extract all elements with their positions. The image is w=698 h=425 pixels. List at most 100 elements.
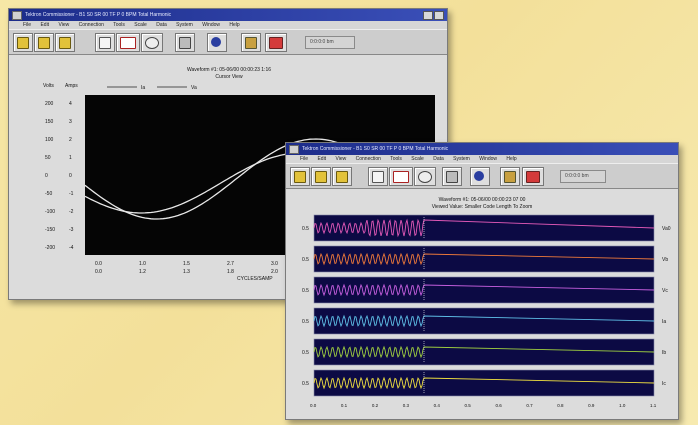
right-plot-area: Waveform #1: 05-06/00 00:00:23 07 00 Vie… (286, 189, 678, 419)
menu-view[interactable]: View (335, 156, 347, 162)
channel-trace (313, 314, 655, 328)
channel-trace (313, 345, 655, 359)
ellipse-button[interactable] (141, 33, 163, 52)
left-plot-title-line1: Waveform #1: 05-06/00 00:00:23 1:16 (186, 67, 272, 73)
ellipse-icon (418, 171, 432, 183)
menu-edit[interactable]: Edit (40, 22, 50, 28)
x-tick-label-bottom: 1.8 (227, 269, 234, 275)
menu-tools[interactable]: Tools (390, 156, 402, 162)
left-legend: Ia Va (107, 85, 197, 91)
menu-connection[interactable]: Connection (355, 156, 381, 162)
menu-system[interactable]: System (176, 22, 193, 28)
save-button[interactable] (311, 167, 331, 186)
book-button[interactable] (500, 167, 520, 186)
right-window-titlebar[interactable]: Tektron Commissioner - B1 S0 SR 00 TF P … (286, 143, 678, 155)
book-icon (245, 37, 257, 49)
info-button[interactable] (207, 33, 227, 52)
right-window-menubar: File Edit View Connection Tools Scale Da… (286, 155, 678, 163)
document-icon (372, 171, 384, 183)
menu-connection[interactable]: Connection (78, 22, 104, 28)
print-button[interactable] (332, 167, 352, 186)
right-window-toolbar: 0:0:0:0 bm (286, 163, 678, 189)
ellipse-button[interactable] (414, 167, 436, 186)
channel-right-label: Vc (662, 288, 668, 294)
menu-help[interactable]: Help (506, 156, 517, 162)
x-tick-label: 0.1 (341, 403, 348, 408)
channel-strip (313, 214, 655, 242)
channel-right-label: Va0 (662, 226, 671, 232)
y-tick-label-left: -150 (45, 227, 55, 233)
menu-window[interactable]: Window (479, 156, 498, 162)
left-window-toolbar: 0:0:0:0 bm (9, 29, 447, 55)
waveform-button[interactable] (116, 33, 140, 52)
menu-view[interactable]: View (58, 22, 70, 28)
right-window: Tektron Commissioner - B1 S0 SR 00 TF P … (285, 142, 679, 420)
x-tick-label: 0.9 (588, 403, 595, 408)
x-tick-label: 0.5 (465, 403, 472, 408)
maximize-button[interactable] (434, 11, 444, 20)
status-field: 0:0:0:0 bm (560, 170, 606, 183)
y-tick-label-right: 3 (69, 119, 72, 125)
menu-tools[interactable]: Tools (113, 22, 125, 28)
menu-scale[interactable]: Scale (134, 22, 147, 28)
y-tick-label-left: 200 (45, 101, 54, 107)
channel-left-label: 0.5 (302, 381, 309, 387)
waveform-button[interactable] (389, 167, 413, 186)
right-plot-title-line2: Viewed Value: Smaller Code Length To Zoo… (431, 204, 533, 210)
channel-left-label: 0.5 (302, 319, 309, 325)
y-tick-label-left: -200 (45, 245, 55, 251)
y-tick-label-left: 0 (45, 173, 48, 179)
printer-button[interactable] (265, 33, 287, 52)
channel-trace (313, 376, 655, 390)
right-plot-title: Waveform #1: 05-06/00 00:00:23 07 00 Vie… (382, 197, 582, 211)
grid-button[interactable] (175, 33, 195, 52)
x-tick-label-bottom: 1.2 (139, 269, 146, 275)
x-tick-label-top: 0.0 (95, 261, 102, 267)
save-button[interactable] (34, 33, 54, 52)
y-tick-label-left: 50 (45, 155, 51, 161)
menu-file[interactable]: File (300, 156, 309, 162)
grid-button[interactable] (442, 167, 462, 186)
menu-scale[interactable]: Scale (411, 156, 424, 162)
system-menu-icon[interactable] (289, 145, 299, 154)
menu-data[interactable]: Data (433, 156, 444, 162)
menu-help[interactable]: Help (229, 22, 240, 28)
document-button[interactable] (368, 167, 388, 186)
legend-label-va: Va (191, 85, 197, 91)
status-field: 0:0:0:0 bm (305, 36, 355, 49)
menu-file[interactable]: File (23, 22, 32, 28)
y-tick-label-right: 0 (69, 173, 72, 179)
open-folder-icon (17, 37, 29, 49)
y-axis-label-amps: Amps (65, 83, 78, 89)
printer-icon (269, 37, 283, 49)
info-icon (474, 171, 484, 181)
minimize-button[interactable] (423, 11, 433, 20)
x-tick-label: 1.0 (619, 403, 626, 408)
x-tick-label: 0.7 (526, 403, 533, 408)
right-multichannel-plot[interactable]: 0.5 Va0 0.5 Vb 0.5 Vc 0.5 Ia 0.5 Ib 0.5 Ic 0.0 0.1 0.… (286, 189, 678, 419)
x-tick-label: 1.1 (650, 403, 657, 408)
menu-edit[interactable]: Edit (317, 156, 327, 162)
save-folder-icon (315, 171, 327, 183)
printer-button[interactable] (522, 167, 544, 186)
menu-window[interactable]: Window (202, 22, 221, 28)
y-tick-label-right: 4 (69, 101, 72, 107)
left-window-menubar: File Edit View Connection Tools Scale Da… (9, 21, 447, 29)
y-tick-label-right: 1 (69, 155, 72, 161)
x-tick-label-top: 1.5 (183, 261, 190, 267)
info-button[interactable] (470, 167, 490, 186)
menu-data[interactable]: Data (156, 22, 167, 28)
x-tick-label-top: 3.0 (271, 261, 278, 267)
y-tick-label-right: 2 (69, 137, 72, 143)
left-window-titlebar[interactable]: Tektron Commissioner - B1 S0 SR 00 TF P … (9, 9, 447, 21)
document-button[interactable] (95, 33, 115, 52)
open-button[interactable] (13, 33, 33, 52)
system-menu-icon[interactable] (12, 11, 22, 20)
print-button[interactable] (55, 33, 75, 52)
info-icon (211, 37, 221, 47)
book-button[interactable] (241, 33, 261, 52)
left-window-title: Tektron Commissioner - B1 S0 SR 00 TF P … (25, 12, 172, 18)
y-tick-label-left: 150 (45, 119, 54, 125)
menu-system[interactable]: System (453, 156, 470, 162)
open-button[interactable] (290, 167, 310, 186)
